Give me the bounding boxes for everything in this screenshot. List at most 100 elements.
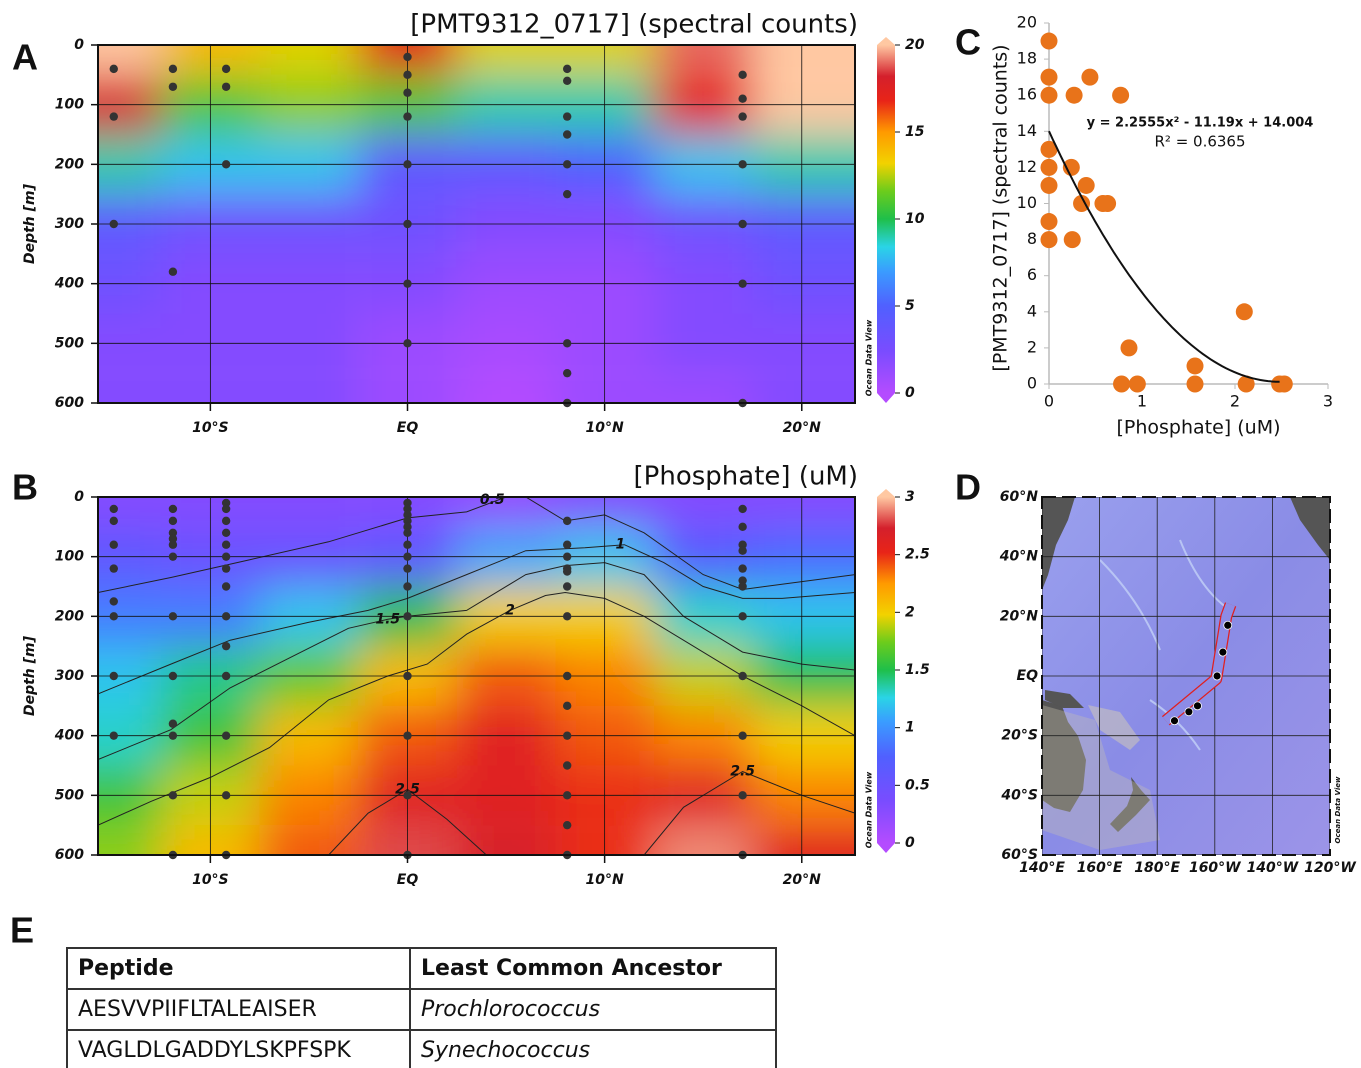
scatter-point <box>1040 176 1058 194</box>
field-cell <box>98 373 162 403</box>
sample-point <box>562 112 572 121</box>
colorbar <box>877 45 895 393</box>
y-tick-label: 18 <box>1017 49 1037 68</box>
scatter-point <box>1186 375 1204 393</box>
x-tick-label: EQ <box>397 420 419 436</box>
scatter-point <box>1275 375 1293 393</box>
land <box>1042 700 1086 812</box>
y-tick-label: 8 <box>1027 229 1037 248</box>
y-tick-label: 60°N <box>1000 489 1038 505</box>
field-cell <box>752 497 855 527</box>
cell: Prochlorococcus <box>409 988 777 1031</box>
field-cell <box>653 373 753 403</box>
colorbar-label: 5 <box>905 298 915 314</box>
sample-point <box>562 339 572 348</box>
x-tick-label: 10°N <box>586 872 624 888</box>
y-tick-label: 2 <box>1027 337 1037 356</box>
sample-point <box>738 791 747 800</box>
scatter-point <box>1112 86 1130 104</box>
sample-point <box>109 516 118 526</box>
sample-point <box>403 516 412 526</box>
sample-point <box>562 189 572 199</box>
sample-point <box>562 368 572 378</box>
y-tick-label: 200 <box>55 156 84 172</box>
field-cell <box>259 497 359 527</box>
x-tick-label: 10°S <box>192 420 229 436</box>
sample-point <box>562 612 572 621</box>
x-tick-label: 160°W <box>1189 860 1241 876</box>
scatter-point <box>1235 303 1253 321</box>
sample-point <box>221 671 231 681</box>
sample-point <box>562 582 572 591</box>
field-cell <box>456 825 556 855</box>
field-cell <box>456 373 556 403</box>
sample-point <box>562 130 572 139</box>
sample-point <box>562 761 572 770</box>
sample-point <box>403 552 412 561</box>
y-tick-label: 400 <box>54 728 84 744</box>
x-tick-label: 20°N <box>783 872 821 888</box>
y-tick-label: 16 <box>1017 85 1037 104</box>
sample-point <box>403 160 412 169</box>
colorbar-label: 0 <box>905 835 915 851</box>
colorbar-label: 0 <box>905 385 915 401</box>
sample-point <box>738 540 747 549</box>
sample-point <box>738 70 747 80</box>
sample-point <box>738 112 747 121</box>
sample-point <box>562 516 572 526</box>
colorbar-label: 15 <box>905 124 925 140</box>
field-cell <box>456 45 556 75</box>
sample-point <box>168 534 178 543</box>
contour <box>98 591 855 826</box>
watermark: Ocean Data View <box>1334 776 1342 843</box>
sample-point <box>403 504 412 514</box>
table-row: AESVVPIIFLTALEAISER Prochlorococcus <box>66 988 777 1031</box>
sample-point <box>403 522 412 532</box>
scatter-point <box>1113 375 1131 393</box>
y-axis-label: Depth [m] <box>22 183 38 264</box>
chart-title: [PMT9312_0717] (spectral counts) <box>410 10 858 40</box>
sample-point <box>403 339 412 348</box>
y-tick-label: 10 <box>1017 193 1037 212</box>
y-tick-label: 40°N <box>999 549 1038 565</box>
colorbar-label: 10 <box>905 211 925 227</box>
y-tick-label: 500 <box>55 335 84 351</box>
scatter-point <box>1040 32 1058 50</box>
sample-point <box>168 504 178 514</box>
sample-point <box>221 498 231 508</box>
y-tick-label: 20°S <box>1001 728 1038 744</box>
scatter-point <box>1063 231 1081 249</box>
sample-point <box>221 552 231 561</box>
colorbar-end <box>877 37 895 45</box>
field-clip <box>98 45 855 403</box>
contour-label: 2 <box>505 602 515 618</box>
x-tick-label: 140°E <box>1019 860 1065 876</box>
colorbar-label: 1.5 <box>905 662 930 678</box>
scatter-point <box>1128 375 1146 393</box>
scatter-point <box>1099 195 1117 212</box>
sample-point <box>168 719 178 728</box>
sample-point <box>109 504 118 514</box>
y-tick-label: 0 <box>74 489 84 505</box>
y-tick-label: 40°S <box>1000 787 1038 803</box>
sample-point <box>738 564 747 573</box>
colorbar-end <box>877 393 895 403</box>
x-tick-label: 0 <box>1044 392 1054 411</box>
y-tick-label: 6 <box>1027 265 1037 284</box>
land <box>1110 777 1150 832</box>
field-cell <box>98 497 162 527</box>
y-tick-label: 20°N <box>1000 608 1038 624</box>
sample-point <box>562 76 572 86</box>
colorbar-end <box>877 489 895 497</box>
scatter-point <box>1073 195 1091 212</box>
y-tick-label: 60°S <box>1001 847 1038 863</box>
fit-curve <box>1048 130 1280 383</box>
y-tick-label: 300 <box>55 216 84 232</box>
field-cell <box>259 825 359 855</box>
sample-point <box>562 64 572 74</box>
sample-point <box>403 498 412 508</box>
y-tick-label: 4 <box>1027 301 1037 320</box>
y-tick-label: 600 <box>55 847 84 863</box>
sample-point <box>221 582 231 591</box>
